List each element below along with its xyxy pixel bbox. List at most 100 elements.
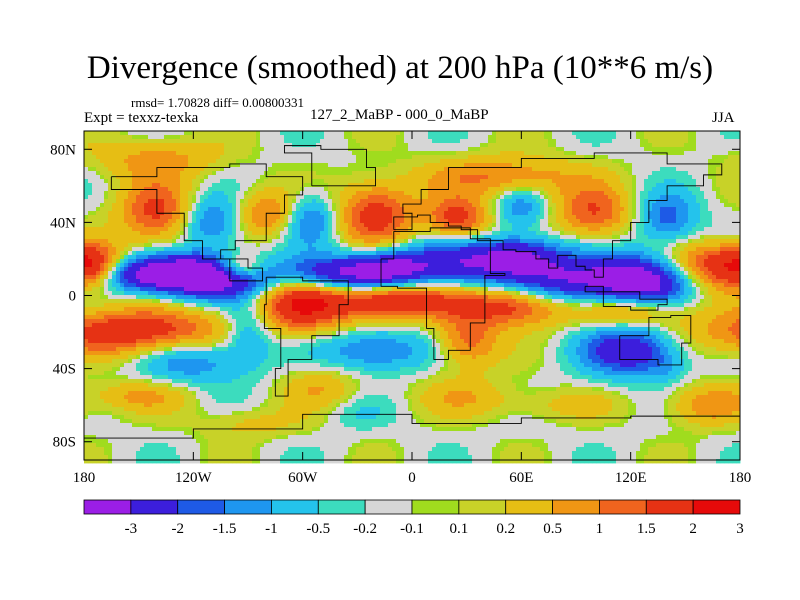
heatmap-cell <box>112 223 117 228</box>
heatmap-cell <box>176 135 181 140</box>
heatmap-cell <box>512 227 517 232</box>
heatmap-cell <box>408 235 413 240</box>
heatmap-cell <box>696 223 701 228</box>
heatmap-cell <box>732 207 737 212</box>
heatmap-cell <box>188 203 193 208</box>
heatmap-cell <box>196 231 201 236</box>
heatmap-cell <box>452 179 457 184</box>
heatmap-cell <box>636 243 641 248</box>
heatmap-cell <box>484 171 489 176</box>
heatmap-cell <box>128 179 133 184</box>
heatmap-cell <box>652 207 657 212</box>
heatmap-cell <box>540 239 545 244</box>
heatmap-cell <box>508 147 513 152</box>
heatmap-cell <box>420 171 425 176</box>
heatmap-cell <box>156 235 161 240</box>
heatmap-cell <box>672 243 677 248</box>
heatmap-cell <box>540 183 545 188</box>
heatmap-cell <box>96 211 101 216</box>
heatmap-cell <box>464 159 469 164</box>
heatmap-cell <box>84 215 89 220</box>
heatmap-cell <box>200 207 205 212</box>
heatmap-cell <box>532 179 537 184</box>
heatmap-cell <box>508 171 513 176</box>
heatmap-cell <box>388 227 393 232</box>
heatmap-cell <box>324 171 329 176</box>
heatmap-cell <box>552 143 557 148</box>
heatmap-cell <box>732 235 737 240</box>
heatmap-cell <box>340 231 345 236</box>
heatmap-cell <box>664 195 669 200</box>
heatmap-cell <box>536 175 541 180</box>
heatmap-cell <box>644 235 649 240</box>
heatmap-cell <box>700 199 705 204</box>
heatmap-cell <box>656 207 661 212</box>
heatmap-cell <box>428 211 433 216</box>
heatmap-cell <box>692 243 697 248</box>
heatmap-cell <box>516 143 521 148</box>
heatmap-cell <box>492 191 497 196</box>
heatmap-cell <box>308 175 313 180</box>
heatmap-cell <box>140 227 145 232</box>
heatmap-cell <box>328 183 333 188</box>
heatmap-cell <box>448 199 453 204</box>
heatmap-cell <box>636 227 641 232</box>
heatmap-cell <box>668 171 673 176</box>
heatmap-cell <box>324 143 329 148</box>
heatmap-cell <box>480 223 485 228</box>
heatmap-cell <box>408 187 413 192</box>
heatmap-cell <box>640 223 645 228</box>
heatmap-cell <box>464 171 469 176</box>
heatmap-cell <box>604 167 609 172</box>
heatmap-cell <box>216 167 221 172</box>
heatmap-cell <box>452 139 457 144</box>
heatmap-cell <box>732 239 737 244</box>
heatmap-cell <box>288 187 293 192</box>
heatmap-cell <box>692 207 697 212</box>
heatmap-cell <box>672 155 677 160</box>
heatmap-cell <box>348 171 353 176</box>
heatmap-cell <box>536 223 541 228</box>
heatmap-cell <box>584 171 589 176</box>
heatmap-cell <box>508 131 513 136</box>
heatmap-cell <box>440 179 445 184</box>
heatmap-cell <box>424 239 429 244</box>
heatmap-cell <box>440 147 445 152</box>
heatmap-cell <box>224 163 229 168</box>
heatmap-cell <box>624 187 629 192</box>
heatmap-cell <box>404 207 409 212</box>
heatmap-cell <box>576 227 581 232</box>
heatmap-cell <box>380 151 385 156</box>
heatmap-cell <box>476 227 481 232</box>
heatmap-cell <box>460 143 465 148</box>
heatmap-cell <box>132 151 137 156</box>
heatmap-cell <box>224 151 229 156</box>
heatmap-cell <box>240 243 245 248</box>
heatmap-cell <box>320 167 325 172</box>
heatmap-cell <box>552 211 557 216</box>
heatmap-cell <box>352 183 357 188</box>
heatmap-cell <box>188 219 193 224</box>
heatmap-cell <box>208 251 213 256</box>
heatmap-cell <box>716 243 721 248</box>
heatmap-cell <box>152 207 157 212</box>
heatmap-cell <box>460 131 465 136</box>
heatmap-cell <box>412 235 417 240</box>
heatmap-cell <box>92 215 97 220</box>
heatmap-cell <box>588 187 593 192</box>
heatmap-cell <box>564 219 569 224</box>
heatmap-cell <box>220 183 225 188</box>
heatmap-cell <box>724 207 729 212</box>
heatmap-cell <box>220 155 225 160</box>
heatmap-cell <box>352 179 357 184</box>
heatmap-cell <box>216 143 221 148</box>
heatmap-cell <box>584 151 589 156</box>
heatmap-cell <box>724 143 729 148</box>
heatmap-cell <box>112 175 117 180</box>
heatmap-cell <box>464 151 469 156</box>
heatmap-cell <box>412 247 417 252</box>
heatmap-cell <box>348 187 353 192</box>
heatmap-cell <box>140 147 145 152</box>
heatmap-cell <box>540 235 545 240</box>
heatmap-cell <box>204 163 209 168</box>
